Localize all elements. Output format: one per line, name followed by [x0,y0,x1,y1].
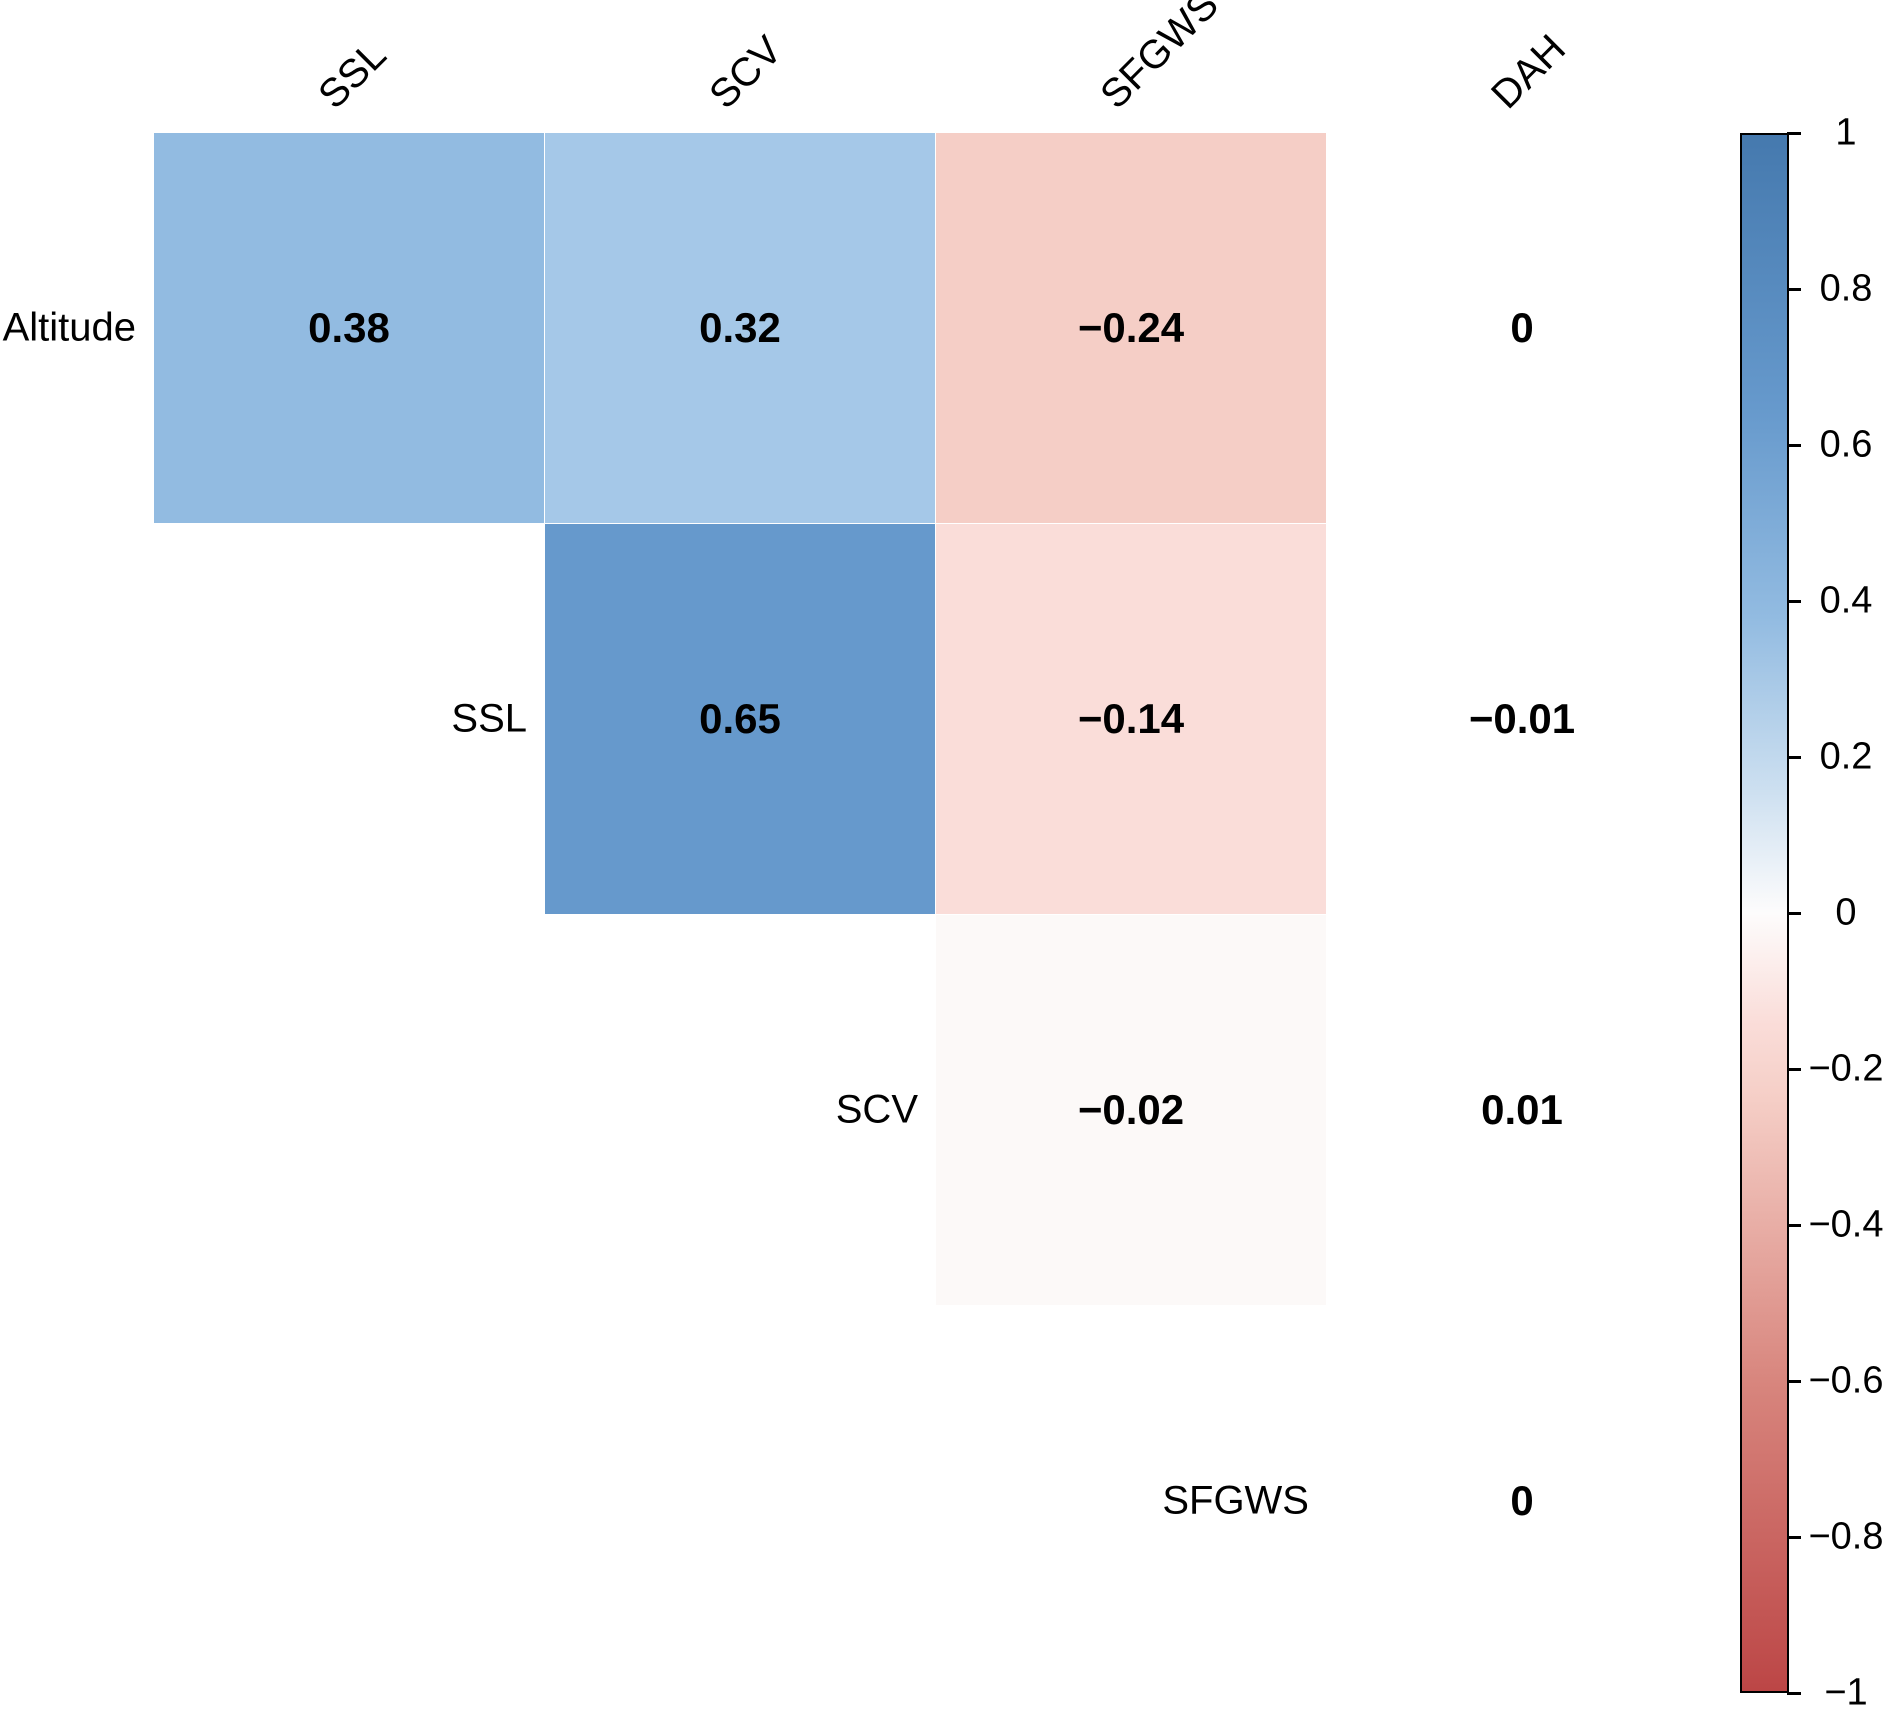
colorbar-tick-label: −0.8 [1808,1515,1884,1558]
colorbar-tick [1787,131,1801,135]
colorbar-tick [1787,599,1801,603]
cell-value: −0.01 [1468,695,1576,742]
column-header-text: SSL [309,32,395,118]
row-label-ssl: SSL [451,696,527,741]
column-header-text: DAH [1482,26,1574,118]
colorbar-tick [1787,1067,1801,1071]
colorbar-tick [1787,755,1801,759]
cell-value: 0.01 [1481,1086,1563,1133]
colorbar-tick-label: −0.6 [1808,1359,1884,1402]
matrix-cell-ssl-dah: −0.01 [1327,524,1718,915]
colorbar-tick-label: −0.4 [1808,1203,1884,1246]
matrix-cell-altitude-scv: 0.32 [545,133,936,524]
cell-value: −0.24 [1077,304,1185,351]
cell-value: 0.32 [699,304,781,351]
cell-value: 0.65 [699,695,781,742]
row-label-scv: SCV [835,1087,918,1132]
colorbar-tick [1787,911,1801,915]
colorbar-tick-label: 0.2 [1819,735,1873,778]
colorbar-tick [1787,1691,1801,1695]
colorbar-tick-label: 0.6 [1819,423,1873,466]
colorbar-tick [1787,443,1801,447]
colorbar-tick [1787,1223,1801,1227]
colorbar-gradient [1740,133,1789,1693]
row-label-altitude: Altitude [2,305,136,350]
cell-value: 0 [1510,1477,1534,1524]
colorbar-tick-label: 0.4 [1819,579,1873,622]
row-label-sfgws: SFGWS [1162,1478,1309,1523]
colorbar-tick [1787,1379,1801,1383]
cell-value: 0.38 [308,304,390,351]
colorbar-tick-label: 1 [1835,111,1857,154]
matrix-cell-altitude-sfgws: −0.24 [936,133,1327,524]
column-header-text: SFGWS [1091,0,1227,118]
colorbar-tick-label: −1 [1824,1671,1868,1714]
colorbar-tick [1787,287,1801,291]
colorbar-tick-label: 0 [1835,891,1857,934]
cell-value: 0 [1510,304,1534,351]
matrix-cell-scv-sfgws: −0.02 [936,915,1327,1306]
cell-value: −0.14 [1077,695,1185,742]
matrix-cell-scv-dah: 0.01 [1327,915,1718,1306]
colorbar-tick-label: −0.2 [1808,1047,1884,1090]
cell-value: −0.02 [1077,1086,1185,1133]
matrix-cell-sfgws-dah: 0 [1327,1306,1718,1697]
colorbar-tick [1787,1535,1801,1539]
colorbar-tick-label: 0.8 [1819,267,1873,310]
matrix-cell-altitude-ssl: 0.38 [154,133,545,524]
matrix-cell-altitude-dah: 0 [1327,133,1718,524]
column-header-text: SCV [700,28,790,118]
matrix-cell-ssl-scv: 0.65 [545,524,936,915]
matrix-cell-ssl-sfgws: −0.14 [936,524,1327,915]
